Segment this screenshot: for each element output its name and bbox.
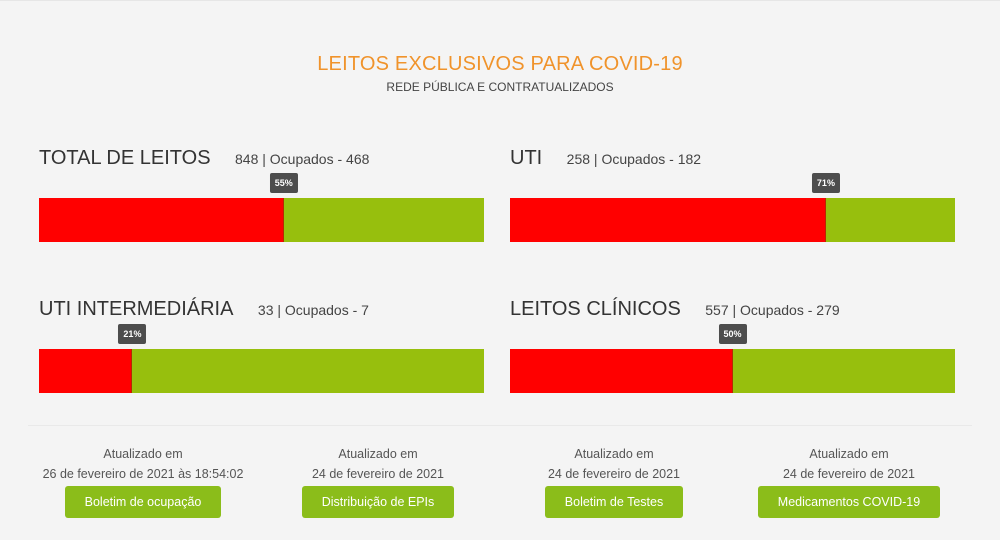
occupancy-bar (510, 198, 955, 242)
update-date: 24 de fevereiro de 2021 (547, 467, 681, 481)
update-label: Atualizado em (103, 447, 183, 461)
update-date: 26 de fevereiro de 2021 às 18:54:02 (42, 467, 244, 481)
update-distribuicao-epis: Atualizado em 24 de fevereiro de 2021 Di… (258, 446, 498, 518)
percent-tag: 21% (118, 324, 147, 344)
percent-tag: 71% (811, 173, 840, 193)
metric-name: UTI INTERMEDIÁRIA (39, 298, 234, 320)
update-date: 24 de fevereiro de 2021 (311, 467, 445, 481)
percent-tag: 50% (718, 324, 747, 344)
percent-tag: 55% (269, 173, 298, 193)
update-medicamentos: Atualizado em 24 de fevereiro de 2021 Me… (729, 446, 969, 518)
section-divider (28, 425, 972, 426)
medicamentos-covid-button[interactable]: Medicamentos COVID-19 (757, 486, 941, 518)
occupied-fill (39, 198, 284, 242)
update-date: 24 de fevereiro de 2021 (782, 467, 916, 481)
occupancy-bar (39, 349, 484, 393)
metric-name: TOTAL DE LEITOS (39, 147, 211, 169)
page-title: LEITOS EXCLUSIVOS PARA COVID-19 (317, 53, 683, 75)
metric-uti-intermediaria: UTI INTERMEDIÁRIA 33 | Ocupados - 7 21% (39, 297, 484, 397)
metric-count: 848 | Ocupados - 468 (235, 151, 370, 167)
occupancy-bar (39, 198, 484, 242)
boletim-testes-button[interactable]: Boletim de Testes (544, 486, 684, 518)
metric-count: 557 | Ocupados - 279 (705, 302, 840, 318)
update-label: Atualizado em (338, 447, 418, 461)
metric-count: 33 | Ocupados - 7 (257, 302, 369, 318)
page-header: LEITOS EXCLUSIVOS PARA COVID-19 REDE PÚB… (0, 52, 1000, 94)
top-border (0, 0, 1000, 1)
update-label: Atualizado em (809, 447, 889, 461)
update-boletim-testes: Atualizado em 24 de fevereiro de 2021 Bo… (494, 446, 734, 518)
distribuicao-epis-button[interactable]: Distribuição de EPIs (301, 486, 455, 518)
boletim-ocupacao-button[interactable]: Boletim de ocupação (64, 486, 222, 518)
page-subtitle: REDE PÚBLICA E CONTRATUALIZADOS (386, 80, 614, 94)
metric-total-leitos: TOTAL DE LEITOS 848 | Ocupados - 468 55% (39, 146, 484, 246)
update-label: Atualizado em (574, 447, 654, 461)
occupancy-bar (510, 349, 955, 393)
update-boletim-ocupacao: Atualizado em 26 de fevereiro de 2021 às… (23, 446, 263, 518)
metric-leitos-clinicos: LEITOS CLÍNICOS 557 | Ocupados - 279 50% (510, 297, 955, 397)
occupied-fill (510, 349, 733, 393)
metric-name: UTI (510, 147, 543, 169)
metric-name: LEITOS CLÍNICOS (510, 298, 681, 320)
metric-uti: UTI 258 | Ocupados - 182 71% (510, 146, 955, 246)
occupied-fill (39, 349, 133, 393)
occupied-fill (510, 198, 826, 242)
metric-count: 258 | Ocupados - 182 (566, 151, 702, 167)
